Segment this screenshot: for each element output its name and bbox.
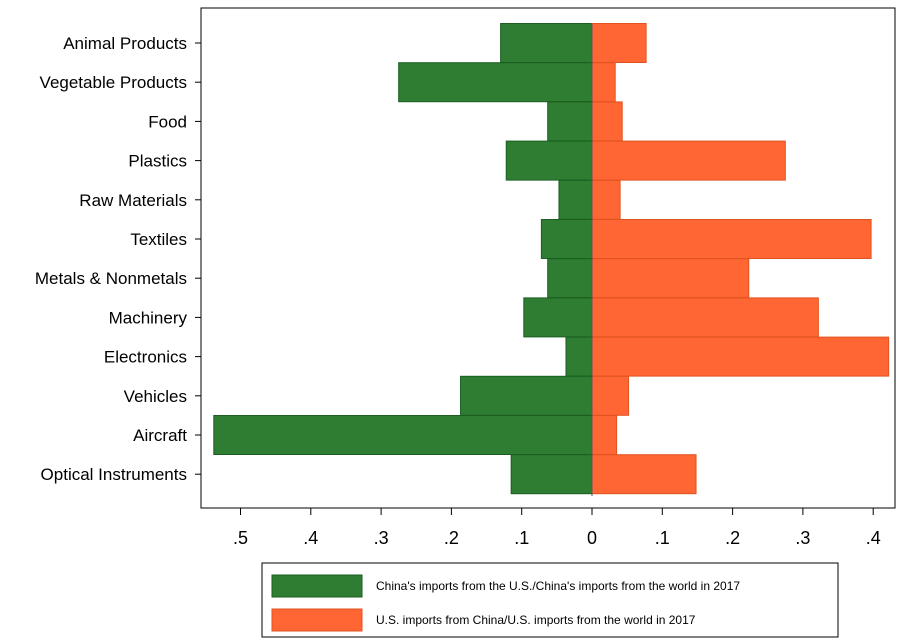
x-axis: .5 .4 .3 .2 .1 0 .1 .2 .3 .4 bbox=[233, 508, 881, 548]
category-label-animal-products: Animal Products bbox=[63, 34, 187, 53]
bar-us-electronics bbox=[591, 336, 890, 377]
category-label-metals-nonmetals: Metals & Nonmetals bbox=[35, 269, 187, 288]
x-tick-label: .4 bbox=[303, 528, 318, 548]
bar-us-plastics bbox=[591, 140, 786, 181]
bar-us-aircraft bbox=[591, 415, 618, 455]
bar-china-electronics bbox=[565, 336, 593, 377]
legend-swatch-us bbox=[271, 608, 363, 632]
bar-us-raw-materials bbox=[591, 179, 621, 220]
bar-us-food bbox=[591, 101, 623, 142]
legend-swatch-china bbox=[271, 574, 363, 598]
category-label-vegetable-products: Vegetable Products bbox=[40, 73, 187, 92]
bar-us-vegetable-products bbox=[591, 62, 616, 103]
bar-china-optical-instruments bbox=[510, 454, 593, 495]
category-label-optical-instruments: Optical Instruments bbox=[41, 465, 187, 484]
x-tick-label: .2 bbox=[444, 528, 459, 548]
bar-us-machinery bbox=[591, 297, 819, 338]
bar-china-metals-nonmetals bbox=[547, 258, 593, 299]
x-tick-label: .3 bbox=[374, 528, 389, 548]
x-tick-label: .1 bbox=[514, 528, 529, 548]
category-label-electronics: Electronics bbox=[104, 348, 187, 367]
bar-china-vehicles bbox=[460, 375, 593, 416]
bars-group bbox=[213, 23, 890, 496]
bar-china-plastics bbox=[505, 140, 593, 181]
legend: China's imports from the U.S./China's im… bbox=[261, 562, 839, 638]
bar-china-machinery bbox=[523, 297, 593, 338]
bar-china-animal-products bbox=[500, 23, 593, 63]
bar-us-metals-nonmetals bbox=[591, 258, 750, 299]
x-tick-label: .5 bbox=[233, 528, 248, 548]
bar-china-textiles bbox=[540, 219, 593, 259]
category-label-food: Food bbox=[148, 112, 187, 131]
x-tick-label: 0 bbox=[587, 528, 597, 548]
category-label-vehicles: Vehicles bbox=[124, 387, 187, 406]
x-tick-label: .4 bbox=[866, 528, 881, 548]
bar-us-vehicles bbox=[591, 375, 630, 416]
category-label-textiles: Textiles bbox=[130, 230, 187, 249]
bar-us-optical-instruments bbox=[591, 454, 697, 495]
bar-china-food bbox=[547, 101, 593, 142]
y-axis: Animal Products Vegetable Products Food Pla… bbox=[35, 34, 201, 484]
category-label-machinery: Machinery bbox=[109, 308, 188, 327]
x-tick-label: .1 bbox=[655, 528, 670, 548]
bar-china-aircraft bbox=[213, 415, 593, 455]
legend-label-china: China's imports from the U.S./China's im… bbox=[376, 579, 740, 593]
x-tick-label: .2 bbox=[725, 528, 740, 548]
bar-us-animal-products bbox=[591, 23, 647, 63]
bar-china-raw-materials bbox=[558, 179, 593, 220]
x-tick-label: .3 bbox=[795, 528, 810, 548]
category-label-plastics: Plastics bbox=[128, 152, 187, 171]
category-label-raw-materials: Raw Materials bbox=[79, 191, 187, 210]
legend-label-us: U.S. imports from China/U.S. imports fro… bbox=[376, 613, 696, 627]
bar-china-vegetable-products bbox=[398, 62, 593, 103]
bar-us-textiles bbox=[591, 219, 872, 259]
category-label-aircraft: Aircraft bbox=[133, 426, 187, 445]
